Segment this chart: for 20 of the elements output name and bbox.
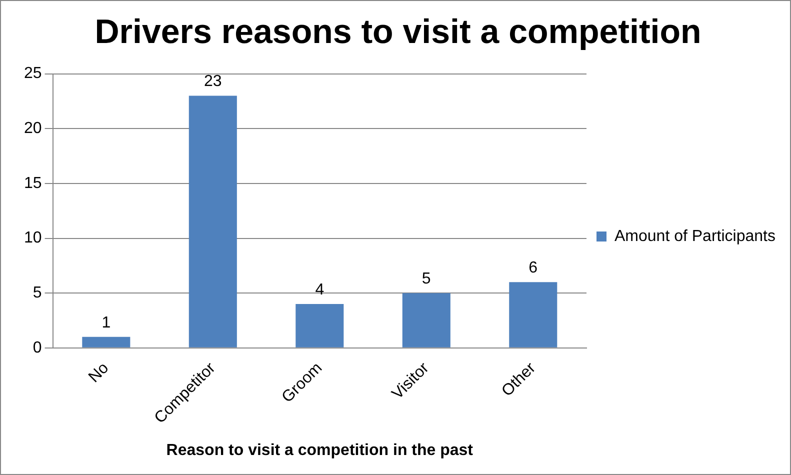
- data-label: 1: [102, 314, 111, 332]
- y-tick-label: 15: [24, 174, 42, 192]
- x-axis-title: Reason to visit a competition in the past: [166, 442, 474, 459]
- data-label: 6: [528, 260, 538, 277]
- y-tick-label: 5: [32, 284, 42, 302]
- data-label: 4: [315, 281, 324, 298]
- y-tick-label: 25: [24, 65, 42, 82]
- bar: [82, 336, 130, 348]
- x-tick-label: No: [86, 360, 112, 386]
- bar: [188, 96, 237, 348]
- y-tick-label: 10: [24, 230, 42, 247]
- chart-title: Drivers reasons to visit a competition: [94, 12, 702, 51]
- bar: [296, 304, 344, 348]
- y-tick-label: 20: [24, 120, 42, 138]
- y-tick-label: 0: [32, 339, 42, 356]
- bar: [509, 282, 558, 348]
- legend-label: Amount of Participants: [614, 228, 776, 245]
- data-label: 23: [204, 73, 222, 90]
- bar: [402, 293, 450, 348]
- data-label: 5: [422, 270, 431, 288]
